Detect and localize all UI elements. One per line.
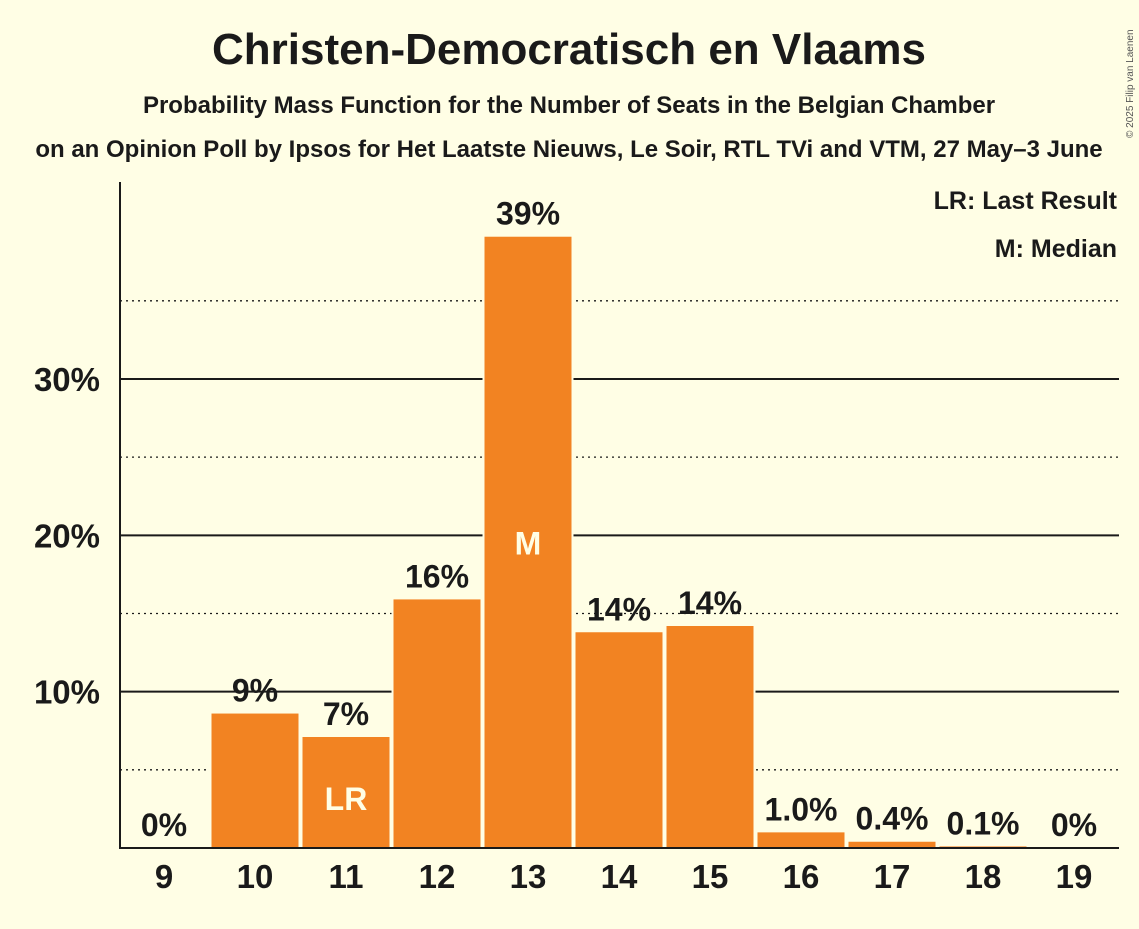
labels: 10% 20% 30% 0% 9 9% 10 7% 11 LR 16% 12 39% 13 M 14% 14 14… xyxy=(34,196,1097,895)
value-label-13: 39% xyxy=(496,196,560,232)
chart-source-line: on an Opinion Poll by Ipsos for Het Laat… xyxy=(35,136,1102,163)
value-label-18: 0.1% xyxy=(947,805,1020,841)
value-label-11: 7% xyxy=(323,696,369,732)
x-tick-label-17: 17 xyxy=(874,858,911,895)
x-tick-label-18: 18 xyxy=(965,858,1002,895)
x-tick-label-19: 19 xyxy=(1056,858,1093,895)
value-label-12: 16% xyxy=(405,558,469,594)
bars xyxy=(209,234,1029,848)
chart-subtitle: Probability Mass Function for the Number… xyxy=(143,92,995,119)
legend-last-result: LR: Last Result xyxy=(934,187,1118,215)
bar-marker-m: M xyxy=(515,525,542,561)
value-label-15: 14% xyxy=(678,585,742,621)
value-label-10: 9% xyxy=(232,673,278,709)
x-tick-label-10: 10 xyxy=(237,858,274,895)
x-tick-label-16: 16 xyxy=(783,858,820,895)
value-label-9: 0% xyxy=(141,807,187,843)
bar-14 xyxy=(575,632,663,848)
value-label-19: 0% xyxy=(1051,807,1097,843)
y-tick-label: 20% xyxy=(34,517,100,554)
copyright-note: © 2025 Filip van Laenen xyxy=(1125,29,1136,138)
bar-12 xyxy=(393,599,481,848)
x-tick-label-12: 12 xyxy=(419,858,456,895)
bar-11 xyxy=(302,737,390,848)
x-tick-label-14: 14 xyxy=(601,858,638,895)
y-tick-label: 30% xyxy=(34,361,100,398)
bar-15 xyxy=(666,626,754,848)
x-tick-label-11: 11 xyxy=(329,858,364,895)
value-label-17: 0.4% xyxy=(856,801,929,837)
bar-halo xyxy=(937,844,1029,848)
value-label-16: 1.0% xyxy=(765,791,838,827)
value-label-14: 14% xyxy=(587,591,651,627)
x-tick-label-15: 15 xyxy=(692,858,729,895)
x-tick-label-13: 13 xyxy=(510,858,547,895)
y-tick-label: 10% xyxy=(34,674,100,711)
legend-median: M: Median xyxy=(995,235,1117,263)
x-tick-label-9: 9 xyxy=(155,858,173,895)
bar-17 xyxy=(848,841,936,848)
bar-marker-lr: LR xyxy=(325,781,368,817)
bar-13 xyxy=(484,236,572,848)
chart-title: Christen-Democratisch en Vlaams xyxy=(212,25,926,74)
bar-10 xyxy=(211,713,299,848)
bar-16 xyxy=(757,832,845,848)
